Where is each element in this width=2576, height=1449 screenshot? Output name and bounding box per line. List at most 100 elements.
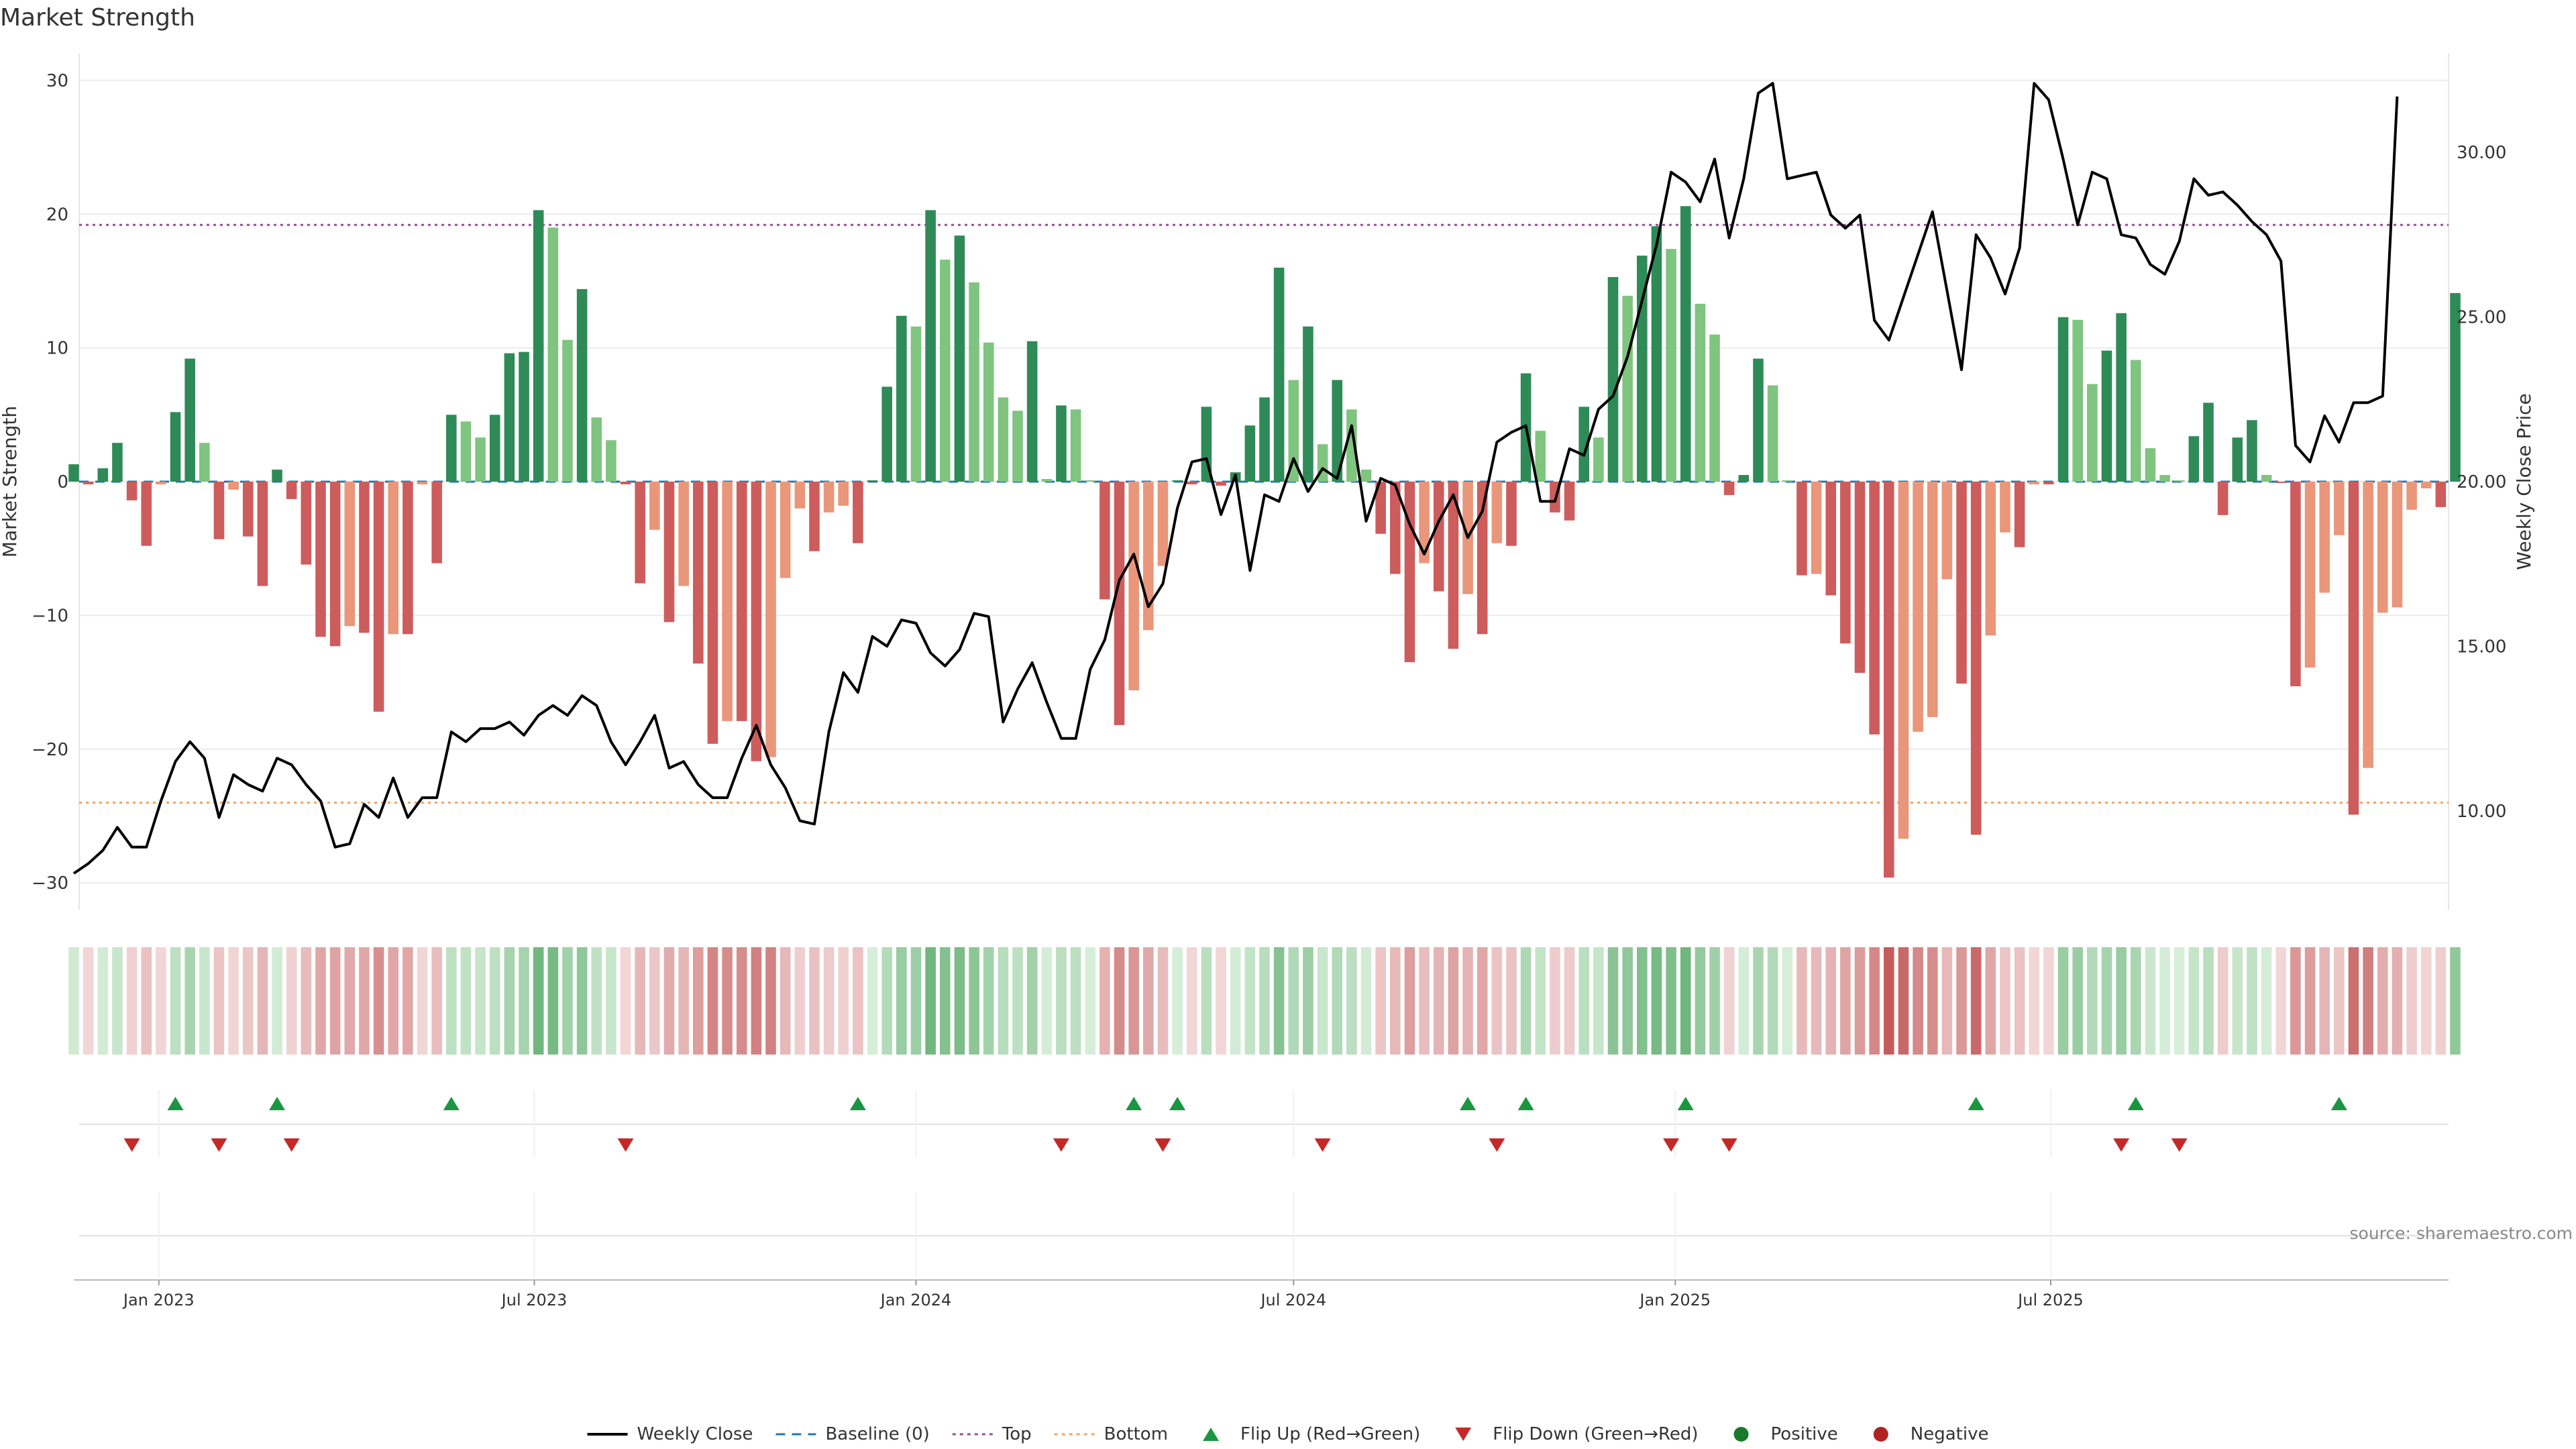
legend-label: Negative bbox=[1911, 1424, 1989, 1444]
strength-bar bbox=[649, 482, 660, 530]
heat-cell bbox=[242, 947, 254, 1055]
strength-bar bbox=[184, 358, 195, 482]
strength-bar bbox=[1404, 482, 1415, 663]
y-tick-label: 10 bbox=[46, 339, 68, 359]
heat-cell bbox=[533, 947, 544, 1055]
heat-cell bbox=[2435, 947, 2447, 1055]
heat-cell bbox=[722, 947, 733, 1055]
legend: Weekly Close Baseline (0) Top Bottom Flip Up… bbox=[587, 1424, 1989, 1444]
heat-cell bbox=[431, 947, 442, 1055]
heat-cell bbox=[2348, 947, 2359, 1055]
legend-label: Flip Down (Green→Red) bbox=[1493, 1424, 1698, 1444]
heat-cell bbox=[257, 947, 268, 1055]
heat-cell bbox=[519, 947, 529, 1055]
strength-bar bbox=[1825, 482, 1836, 596]
heat-cell bbox=[736, 947, 747, 1055]
strength-bar bbox=[1201, 407, 1212, 482]
heat-cell bbox=[562, 947, 573, 1055]
strength-bar bbox=[272, 470, 282, 482]
strength-bar bbox=[1491, 482, 1503, 543]
heat-cell bbox=[1172, 947, 1183, 1055]
strength-bar bbox=[969, 282, 979, 482]
heat-cell bbox=[649, 947, 660, 1055]
flip-down-marker bbox=[123, 1138, 140, 1152]
heat-cell bbox=[1390, 947, 1401, 1055]
heat-cell bbox=[1607, 947, 1619, 1055]
heat-cell bbox=[1506, 947, 1517, 1055]
strength-bar bbox=[838, 482, 849, 506]
flip-down-marker bbox=[1663, 1138, 1680, 1152]
strength-bar bbox=[170, 412, 181, 482]
heat-cell bbox=[1869, 947, 1880, 1055]
heat-cell bbox=[896, 947, 907, 1055]
heat-cell bbox=[707, 947, 718, 1055]
heat-cell bbox=[1419, 947, 1430, 1055]
strength-bar bbox=[1913, 482, 1923, 732]
strength-bar bbox=[925, 210, 936, 482]
strength-bar bbox=[998, 397, 1009, 482]
strength-bar bbox=[1695, 303, 1706, 482]
strength-bar bbox=[1578, 407, 1590, 482]
heat-cell bbox=[1346, 947, 1357, 1055]
heat-cell bbox=[606, 947, 616, 1055]
price-series bbox=[72, 82, 2399, 875]
heat-cell bbox=[1985, 947, 1996, 1055]
strength-bar bbox=[547, 227, 559, 482]
strength-bar bbox=[519, 352, 529, 482]
heat-cell bbox=[126, 947, 138, 1055]
strength-bar bbox=[301, 482, 312, 565]
strength-bar bbox=[1012, 411, 1023, 482]
heat-cell bbox=[1941, 947, 1953, 1055]
heat-cell bbox=[1491, 947, 1503, 1055]
heat-cell bbox=[141, 947, 152, 1055]
heat-cell bbox=[460, 947, 472, 1055]
strength-bar bbox=[2174, 480, 2185, 482]
heat-cell bbox=[1666, 947, 1676, 1055]
heat-cell bbox=[388, 947, 399, 1055]
y2-axis-label: Weekly Close Price bbox=[2513, 393, 2535, 570]
strength-bar bbox=[1869, 482, 1880, 735]
heat-cell bbox=[1404, 947, 1415, 1055]
heat-cell bbox=[2145, 947, 2156, 1055]
legend-swatch bbox=[1203, 1428, 1220, 1441]
heat-cell bbox=[417, 947, 428, 1055]
heat-cell bbox=[547, 947, 559, 1055]
heat-cell bbox=[1535, 947, 1546, 1055]
strength-bar bbox=[460, 421, 472, 482]
x-tick-label: Jul 2023 bbox=[500, 1291, 568, 1309]
y2-tick-label: 30.00 bbox=[2457, 143, 2506, 163]
strength-bar bbox=[1273, 268, 1285, 482]
strength-bar bbox=[1375, 482, 1386, 534]
heat-cell bbox=[2043, 947, 2054, 1055]
source-note: source: sharemaestro.com bbox=[2350, 1224, 2573, 1243]
heat-cell bbox=[272, 947, 282, 1055]
strength-bar bbox=[257, 482, 268, 586]
strength-bar bbox=[910, 326, 922, 482]
strength-bar bbox=[562, 339, 573, 482]
flip-down-marker bbox=[1155, 1138, 1171, 1152]
strength-bar bbox=[242, 482, 254, 537]
strength-bar bbox=[1026, 341, 1038, 482]
strength-bar bbox=[97, 468, 109, 482]
strength-bar bbox=[736, 482, 747, 721]
strength-bar bbox=[2101, 350, 2112, 482]
legend-item: Flip Up (Red→Green) bbox=[1203, 1424, 1420, 1444]
strength-bar bbox=[1172, 480, 1183, 482]
y-tick-label: −20 bbox=[32, 740, 68, 760]
heat-cell bbox=[68, 947, 79, 1055]
heat-cell bbox=[83, 947, 94, 1055]
heat-cell bbox=[1259, 947, 1270, 1055]
strength-bar bbox=[2232, 437, 2243, 482]
strength-bar bbox=[707, 482, 718, 744]
strength-bar bbox=[1390, 482, 1401, 574]
heat-cell bbox=[1085, 947, 1096, 1055]
strength-bar bbox=[2304, 482, 2316, 668]
heat-cell bbox=[2116, 947, 2127, 1055]
heat-cell bbox=[1854, 947, 1866, 1055]
strength-bar bbox=[576, 288, 588, 482]
heat-cell bbox=[170, 947, 181, 1055]
heat-cell bbox=[301, 947, 312, 1055]
strength-bar bbox=[359, 482, 370, 633]
flip-down-marker bbox=[1314, 1138, 1331, 1152]
heat-cell bbox=[475, 947, 486, 1055]
